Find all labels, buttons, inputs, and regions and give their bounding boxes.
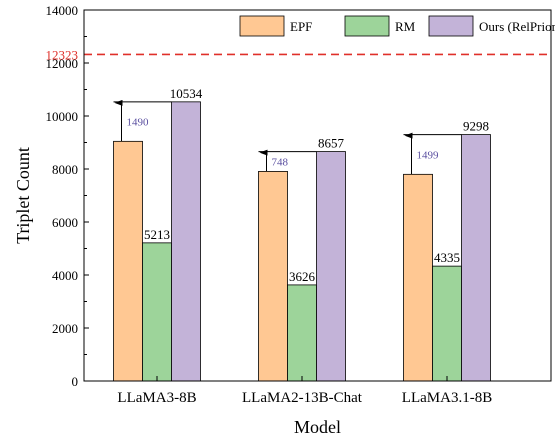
bar-ours-relprior-llama2-13b-chat [316, 151, 346, 382]
legend: EPF RM Ours (RelPrior) [239, 15, 555, 37]
data-label-rm-llama3-1-8b: 4335 [434, 250, 460, 265]
data-label-ours-relprior-llama3-8b: 10534 [170, 86, 203, 101]
x-axis-label: Model [294, 417, 341, 437]
y-tick-label: 12000 [46, 56, 79, 71]
legend-label-ours-relprior: Ours (RelPrior) [479, 19, 555, 34]
data-label-ours-relprior-llama2-13b-chat: 8657 [318, 136, 345, 151]
improvement-annotations: 1490 748 1499 [113, 99, 462, 175]
improvement-label-llama2-13b-chat: 748 [272, 157, 289, 169]
legend-swatch-ours-relprior [428, 15, 474, 37]
y-tick-label: 10000 [46, 109, 79, 124]
bar-epf-llama3-1-8b [403, 173, 433, 382]
y-axis-label: Triplet Count [13, 147, 33, 244]
reference-line-label: 12323 [46, 47, 79, 62]
bar-ours-relprior-llama3-8b [171, 101, 201, 382]
x-tick-label-llama3-1-8b: LLaMA3.1-8B [402, 390, 492, 406]
legend-label-rm: RM [395, 19, 416, 34]
x-tick-label-llama3-8b: LLaMA3-8B [117, 390, 196, 406]
data-labels: 5213 3626 4335 10534 8657 9298 [144, 86, 489, 284]
legend-label-epf: EPF [290, 19, 312, 34]
y-tick-label: 0 [72, 374, 79, 389]
bar-epf-llama2-13b-chat [258, 171, 288, 382]
data-label-rm-llama3-8b: 5213 [144, 227, 170, 242]
y-tick-label: 2000 [52, 321, 78, 336]
data-label-ours-relprior-llama3-1-8b: 9298 [463, 119, 489, 134]
bar-epf-llama3-8b [113, 140, 143, 382]
bar-rm-llama3-8b [142, 242, 172, 382]
y-axis-ticks: 0 2000 4000 6000 8000 10000 12000 14000 [46, 3, 89, 389]
y-tick-label: 6000 [52, 215, 78, 230]
x-tick-label-llama2-13b-chat: LLaMA2-13B-Chat [242, 390, 363, 406]
legend-swatch-epf [239, 15, 285, 37]
improvement-label-llama3-1-8b: 1499 [417, 149, 440, 161]
y-tick-label: 8000 [52, 162, 78, 177]
y-tick-label: 14000 [46, 3, 79, 18]
bar-rm-llama2-13b-chat [287, 284, 317, 382]
bar-rm-llama3-1-8b [432, 265, 462, 382]
data-label-rm-llama2-13b-chat: 3626 [289, 269, 316, 284]
x-axis-ticks: LLaMA3-8B LLaMA2-13B-Chat LLaMA3.1-8B [117, 376, 492, 406]
bar-ours-relprior-llama3-1-8b [461, 134, 491, 382]
y-tick-label: 4000 [52, 268, 78, 283]
improvement-label-llama3-8b: 1490 [127, 117, 150, 129]
bars-layer [113, 101, 491, 382]
legend-swatch-rm [344, 15, 390, 37]
